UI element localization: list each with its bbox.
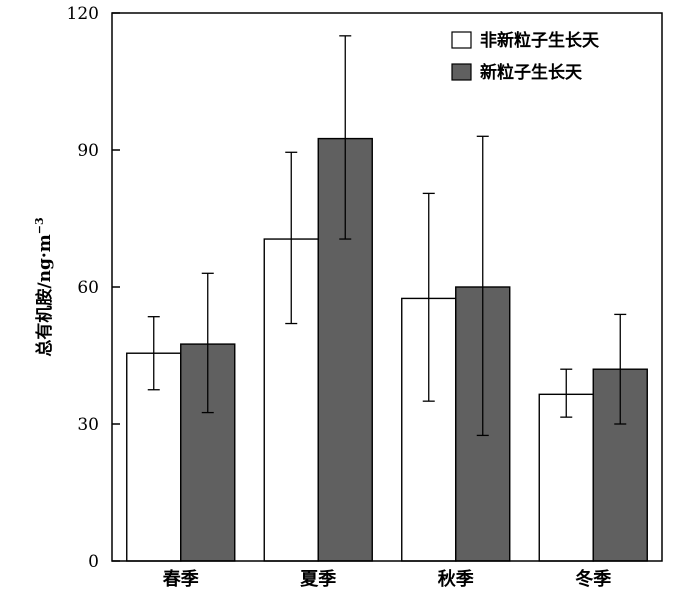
- y-axis-title: 总有机胺/ng·m−3: [33, 217, 55, 356]
- bars-group: [126, 137, 648, 562]
- y-axis-title-main: 总有机胺/ng·m: [34, 234, 55, 356]
- legend-label-non-growth: 非新粒子生长天: [480, 30, 600, 51]
- x-category-label: 冬季: [575, 568, 611, 590]
- y-axis-ticks: 0 30 60 90 120: [67, 4, 120, 572]
- y-tick-label: 0: [88, 552, 99, 572]
- legend-label-growth: 新粒子生长天: [480, 62, 583, 83]
- y-tick-label: 120: [67, 4, 99, 24]
- legend: 非新粒子生长天 新粒子生长天: [451, 30, 600, 83]
- y-axis-title-superscript: −3: [33, 217, 46, 234]
- legend-swatch-growth: [451, 63, 472, 81]
- bar: [538, 393, 594, 562]
- x-axis-category-labels: 春季 夏季 秋季 冬季: [163, 568, 612, 590]
- legend-swatch-non-growth: [451, 31, 472, 49]
- y-tick-label: 60: [77, 278, 99, 298]
- error-bars-group: [147, 35, 627, 437]
- x-category-label: 春季: [163, 568, 199, 590]
- plot-frame: [111, 12, 663, 562]
- y-tick-label: 90: [77, 141, 99, 161]
- y-tick-label: 30: [77, 415, 99, 435]
- x-category-label: 夏季: [300, 569, 336, 590]
- x-category-label: 秋季: [438, 568, 474, 590]
